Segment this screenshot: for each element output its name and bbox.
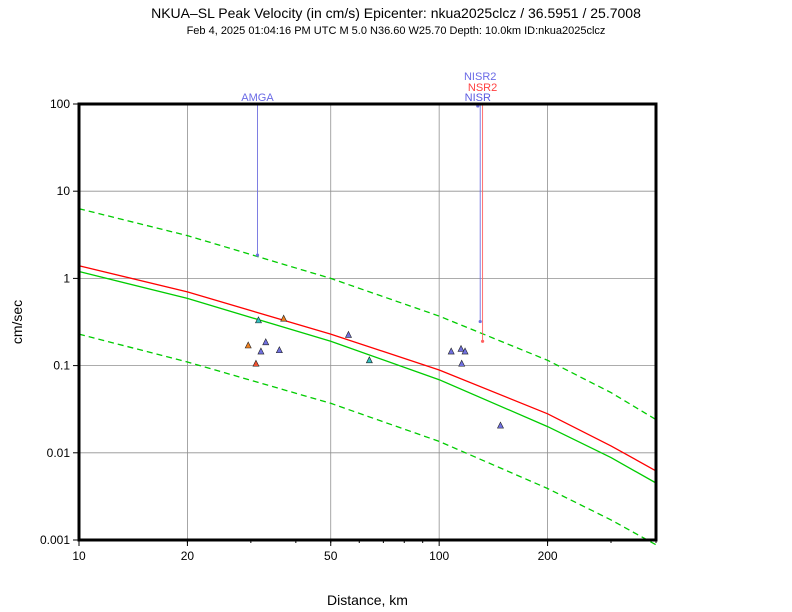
y-tick-label: 0.1 bbox=[53, 359, 70, 373]
x-tick-label: 100 bbox=[429, 549, 449, 563]
x-tick-label: 20 bbox=[181, 549, 195, 563]
station-marker bbox=[257, 347, 265, 355]
curve-predicted-red bbox=[78, 265, 657, 472]
station-marker bbox=[458, 359, 466, 367]
station-points bbox=[244, 104, 504, 429]
flagged-station-label: AMGA bbox=[241, 92, 274, 104]
flagged-station-marker bbox=[478, 319, 482, 324]
station-marker bbox=[275, 346, 283, 354]
x-axis-title: Distance, km bbox=[327, 592, 408, 608]
grid-lines bbox=[78, 103, 656, 541]
y-tick-label: 0.01 bbox=[47, 446, 71, 460]
chart-subtitle: Feb 4, 2025 01:04:16 PM UTC M 5.0 N36.60… bbox=[186, 25, 606, 37]
curve-upper-bound bbox=[78, 208, 657, 421]
y-tick-label: 100 bbox=[50, 97, 70, 111]
y-axis-title: cm/sec bbox=[9, 300, 25, 344]
station-marker bbox=[244, 341, 252, 349]
flagged-station-label: NSR2 bbox=[468, 82, 497, 94]
x-tick-label: 50 bbox=[324, 549, 338, 563]
chart-title: NKUA–SL Peak Velocity (in cm/s) Epicente… bbox=[151, 5, 641, 21]
station-marker bbox=[447, 347, 455, 355]
model-curves bbox=[78, 208, 657, 546]
station-marker bbox=[365, 356, 373, 364]
station-marker bbox=[254, 316, 262, 324]
station-marker bbox=[262, 338, 270, 346]
x-tick-label: 200 bbox=[538, 549, 558, 563]
x-tick-label: 10 bbox=[72, 549, 86, 563]
y-tick-label: 10 bbox=[57, 184, 71, 198]
curve-lower-bound bbox=[78, 333, 657, 546]
station-marker bbox=[461, 347, 469, 355]
flagged-station-label: NISR bbox=[465, 92, 491, 104]
station-marker bbox=[457, 344, 465, 352]
station-marker bbox=[496, 421, 504, 429]
axis-ticks: 10 20 50 100 200 100 10 1 0.1 0.01 0.001 bbox=[40, 97, 657, 563]
flagged-station-marker bbox=[480, 339, 485, 343]
curve-predicted-green bbox=[78, 270, 657, 484]
station-marker bbox=[252, 359, 260, 367]
y-tick-label: 0.001 bbox=[40, 533, 70, 547]
flagged-station-label: NISR2 bbox=[464, 71, 496, 83]
plot-frame bbox=[77, 102, 658, 542]
flag-lines bbox=[257, 104, 484, 342]
flagged-station-marker bbox=[255, 253, 260, 257]
y-tick-label: 1 bbox=[63, 271, 70, 285]
station-marker bbox=[280, 314, 288, 322]
station-marker bbox=[344, 330, 352, 338]
